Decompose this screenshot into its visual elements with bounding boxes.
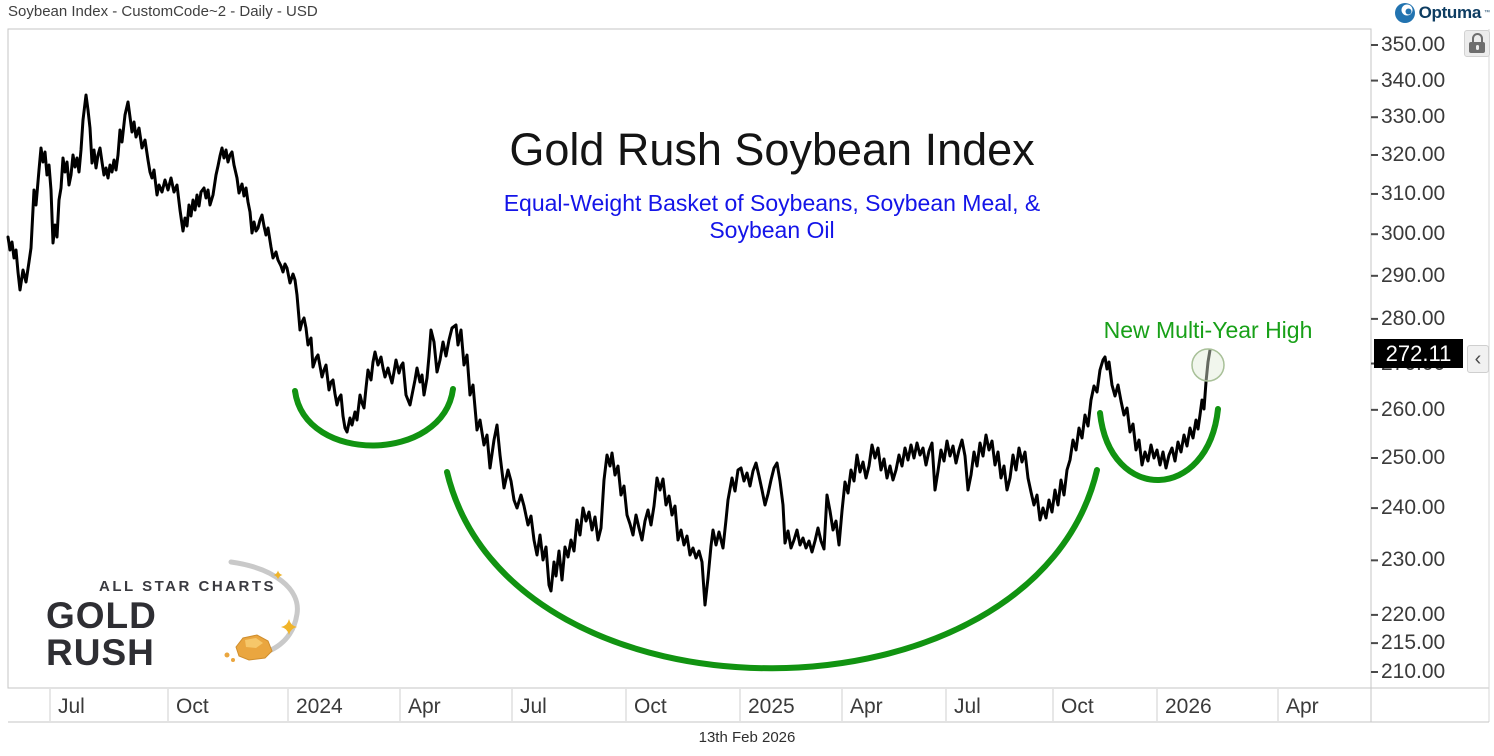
scale-collapse-arrow-button[interactable]: ‹ [1467, 345, 1489, 373]
x-axis-tick-label: Oct [634, 695, 667, 718]
y-axis-price-scale[interactable]: 350.00 340.00 330.00 320.00 310.00 300.00 290.… [1371, 29, 1489, 688]
last-price-badge: 272.11 [1374, 339, 1463, 369]
optuma-logo: Optuma ™ [1394, 2, 1490, 24]
trademark-mark: ™ [1484, 10, 1490, 16]
y-axis-tick-label: 280.00 [1381, 306, 1446, 330]
y-axis-tick-label: 230.00 [1381, 548, 1446, 572]
watermark-swoosh-graphic [224, 559, 300, 662]
new-high-highlight-circle[interactable] [1191, 348, 1225, 382]
cup-and-handle-arc[interactable] [292, 386, 456, 449]
chart-subtitle[interactable]: Equal-Weight Basket of Soybeans, Soybean… [503, 190, 1041, 243]
sparkle-icon [273, 570, 283, 580]
x-axis-tick-label: Apr [1286, 695, 1319, 718]
y-axis-tick-label: 350.00 [1381, 33, 1446, 56]
gold-nugget-highlight [245, 638, 263, 648]
y-axis-tick-label: 220.00 [1381, 602, 1446, 626]
x-axis-tick-label: Jul [58, 695, 85, 718]
x-axis-tick-label: Jul [954, 695, 981, 718]
scale-lock-button[interactable] [1464, 30, 1490, 57]
x-axis-tick-label: 2026 [1165, 695, 1212, 718]
x-axis-tick-label: Apr [850, 695, 883, 718]
y-axis-tick-label: 330.00 [1381, 105, 1446, 129]
optuma-logo-icon [1394, 3, 1415, 23]
y-axis-tick-label: 240.00 [1381, 496, 1446, 520]
sparkle-icon [281, 619, 297, 635]
x-axis-time-scale[interactable]: Jul Oct 2024 Apr Jul Oct 2025 Apr Jul Oct 2026 Apr [8, 688, 1371, 722]
gold-crumb [231, 658, 235, 662]
y-axis-tick-label: 250.00 [1381, 445, 1446, 469]
x-axis-tick-label: Oct [176, 695, 209, 718]
cup-and-handle-arc[interactable] [1097, 406, 1221, 483]
y-axis-tick-label: 210.00 [1381, 660, 1446, 683]
x-axis-tick-label: Oct [1061, 695, 1094, 718]
y-axis-tick-label: 310.00 [1381, 181, 1446, 205]
y-axis-tick-label: 320.00 [1381, 142, 1446, 166]
new-multi-year-high-annotation[interactable]: New Multi-Year High [1103, 317, 1313, 343]
y-axis-tick-label: 340.00 [1381, 68, 1446, 92]
y-axis-tick-label: 300.00 [1381, 222, 1446, 246]
cup-and-handle-arc[interactable] [444, 467, 1100, 672]
instrument-title-bar: Soybean Index - CustomCode~2 - Daily - U… [8, 3, 318, 20]
price-line-series[interactable] [6, 93, 1212, 607]
y-axis-tick-label: 260.00 [1381, 397, 1446, 421]
y-axis-tick-label: 215.00 [1381, 631, 1446, 655]
all-star-charts-gold-rush-watermark: ALL STAR CHARTS GOLD RUSH [46, 578, 276, 671]
watermark-line2: GOLD RUSH [46, 595, 157, 673]
x-axis-tick-label: Apr [408, 695, 441, 718]
optuma-logo-text: Optuma [1418, 3, 1482, 22]
y-axis-tick-label: 290.00 [1381, 263, 1446, 287]
x-axis-tick-label: 2025 [748, 695, 795, 718]
x-axis-tick-label: 2024 [296, 695, 343, 718]
chart-frame [7, 28, 1490, 723]
cursor-date-label: 13th Feb 2026 [698, 729, 796, 746]
chevron-left-icon: ‹ [1474, 347, 1482, 370]
gold-crumb [224, 652, 230, 658]
chart-title[interactable]: Gold Rush Soybean Index [509, 124, 1035, 175]
watermark-line1: ALL STAR CHARTS [99, 578, 276, 595]
x-axis-tick-label: Jul [520, 695, 547, 718]
last-price-value: 272.11 [1385, 340, 1452, 366]
lock-icon [1471, 33, 1483, 42]
